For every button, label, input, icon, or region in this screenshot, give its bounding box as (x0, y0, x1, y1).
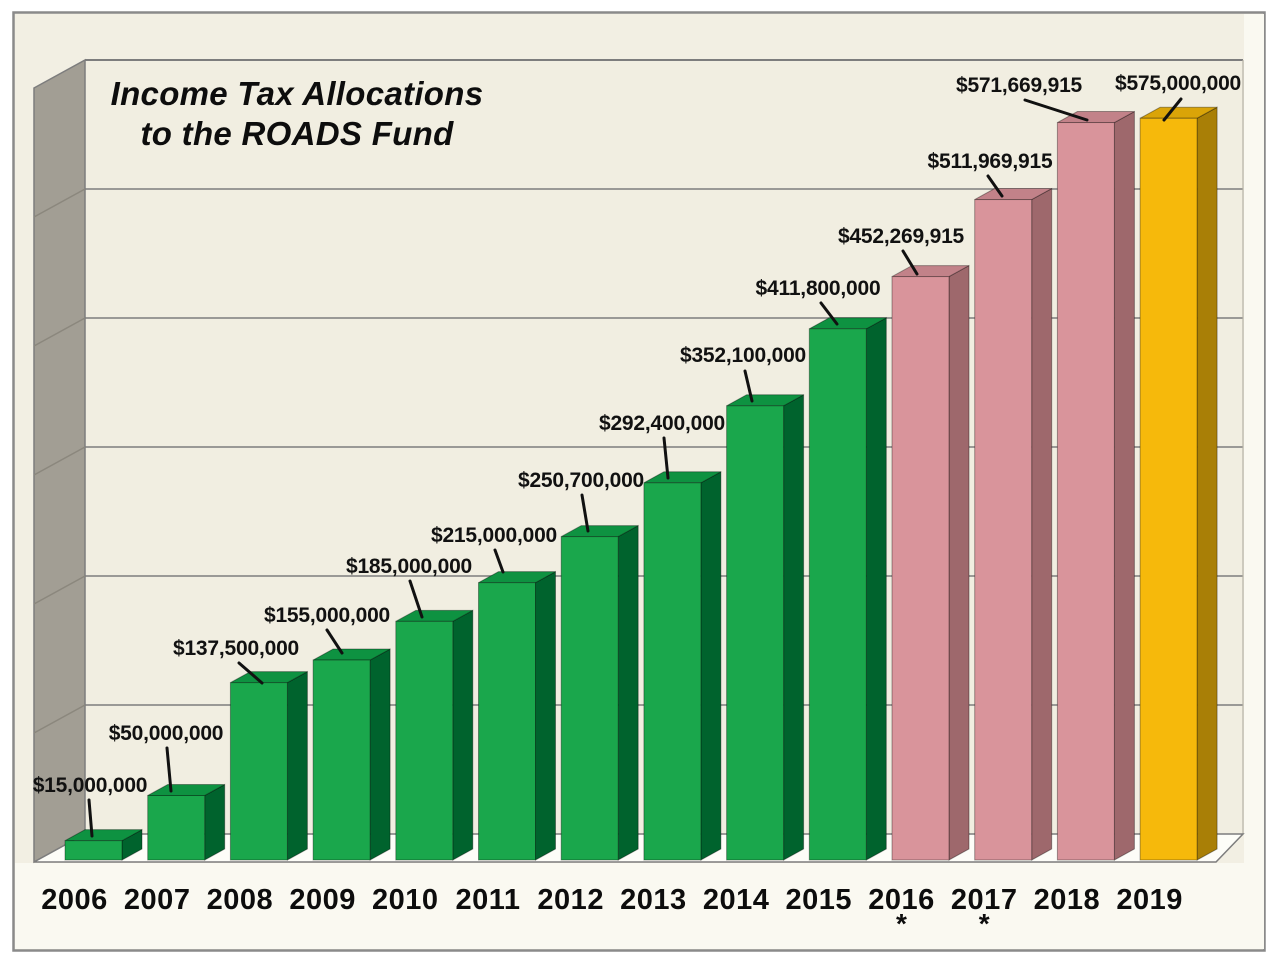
bar-front (643, 482, 702, 861)
bar-2013 (643, 470, 722, 861)
value-label-2018: $571,669,915 (955, 74, 1083, 97)
bar-front (395, 620, 454, 861)
bar-2006 (64, 828, 143, 861)
bar-2014 (726, 393, 805, 861)
leader-line-2012 (580, 493, 590, 533)
value-label-2016: $452,269,915 (837, 225, 965, 248)
value-label-2012: $250,700,000 (517, 469, 645, 492)
left-wall-gridline (33, 446, 86, 476)
leader-line-2009 (325, 628, 344, 655)
year-label-2015: 2015 (785, 884, 853, 916)
leader-line-2006 (87, 798, 94, 838)
bar-2016 (891, 264, 970, 861)
chart-title-line2: to the ROADS Fund (140, 115, 454, 152)
year-label-2007: 2007 (123, 884, 191, 916)
left-wall-gridline (33, 317, 86, 347)
value-label-2011: $215,000,000 (430, 524, 558, 547)
leader-line-2019 (1162, 97, 1183, 122)
bar-2019 (1139, 106, 1218, 861)
year-label-2009: 2009 (289, 884, 356, 916)
year-label-2014: 2014 (702, 884, 770, 916)
left-wall-gridline (33, 575, 86, 605)
leader-line-2010 (408, 579, 424, 619)
value-label-2013: $292,400,000 (598, 412, 726, 435)
leader-line-2017 (986, 174, 1004, 198)
year-label-2010: 2010 (372, 884, 439, 916)
bar-2017 (974, 187, 1053, 861)
leader-line-2015 (819, 301, 839, 326)
bar-front (808, 328, 867, 861)
bar-front (891, 276, 950, 861)
leader-line-2018 (1023, 98, 1089, 122)
year-label-2019: 2019 (1116, 884, 1183, 916)
chart-title: Income Tax Allocations to the ROADS Fund (85, 74, 509, 154)
year-label-2017: 2017 (950, 884, 1018, 916)
bar-front (726, 405, 785, 861)
bar-2010 (395, 609, 474, 861)
leader-line-2013 (662, 436, 670, 480)
left-wall-gridline (33, 704, 86, 734)
leader-line-2016 (901, 249, 919, 276)
bar-2012 (560, 524, 639, 861)
chart-title-line1: Income Tax Allocations (110, 75, 484, 112)
bar-2018 (1056, 110, 1135, 861)
leader-line-2007 (165, 746, 173, 793)
bar-2011 (478, 570, 556, 861)
leader-line-2014 (743, 369, 754, 403)
bar-front (1139, 117, 1198, 861)
value-label-2008: $137,500,000 (172, 637, 300, 660)
value-label-2009: $155,000,000 (263, 604, 391, 627)
year-label-2013: 2013 (620, 884, 687, 916)
bar-2008 (229, 670, 308, 861)
bar-front (478, 582, 536, 861)
value-label-2010: $185,000,000 (345, 555, 473, 578)
leader-line-2011 (493, 548, 505, 574)
year-label-2012: 2012 (537, 884, 604, 916)
bar-front (560, 536, 619, 861)
bar-2009 (312, 648, 391, 861)
bar-2007 (147, 783, 226, 861)
value-label-2007: $50,000,000 (108, 722, 224, 745)
value-label-2017: $511,969,915 (927, 150, 1053, 173)
bar-front (147, 795, 206, 861)
leader-line-2008 (237, 661, 264, 685)
value-label-2006: $15,000,000 (32, 774, 148, 797)
value-label-2014: $352,100,000 (679, 344, 807, 367)
bottom-margin (15, 863, 1264, 949)
bar-front (1056, 122, 1115, 861)
value-label-2015: $411,800,000 (755, 277, 881, 300)
year-label-2011: 2011 (455, 884, 521, 916)
right-margin (1244, 14, 1264, 949)
bar-front (229, 682, 288, 861)
bar-front (974, 199, 1033, 861)
year-label-2006: 2006 (41, 884, 108, 916)
asterisk-2017: * (978, 908, 990, 939)
left-wall-gridline (33, 188, 86, 218)
year-label-2008: 2008 (206, 884, 274, 916)
year-label-2016: 2016 (868, 884, 935, 916)
asterisk-2016: * (896, 908, 907, 939)
value-label-2019: $575,000,000 (1114, 72, 1242, 95)
year-label-2018: 2018 (1033, 884, 1101, 916)
bar-2015 (808, 316, 887, 861)
bar-front (64, 840, 123, 861)
bar-front (312, 659, 371, 861)
